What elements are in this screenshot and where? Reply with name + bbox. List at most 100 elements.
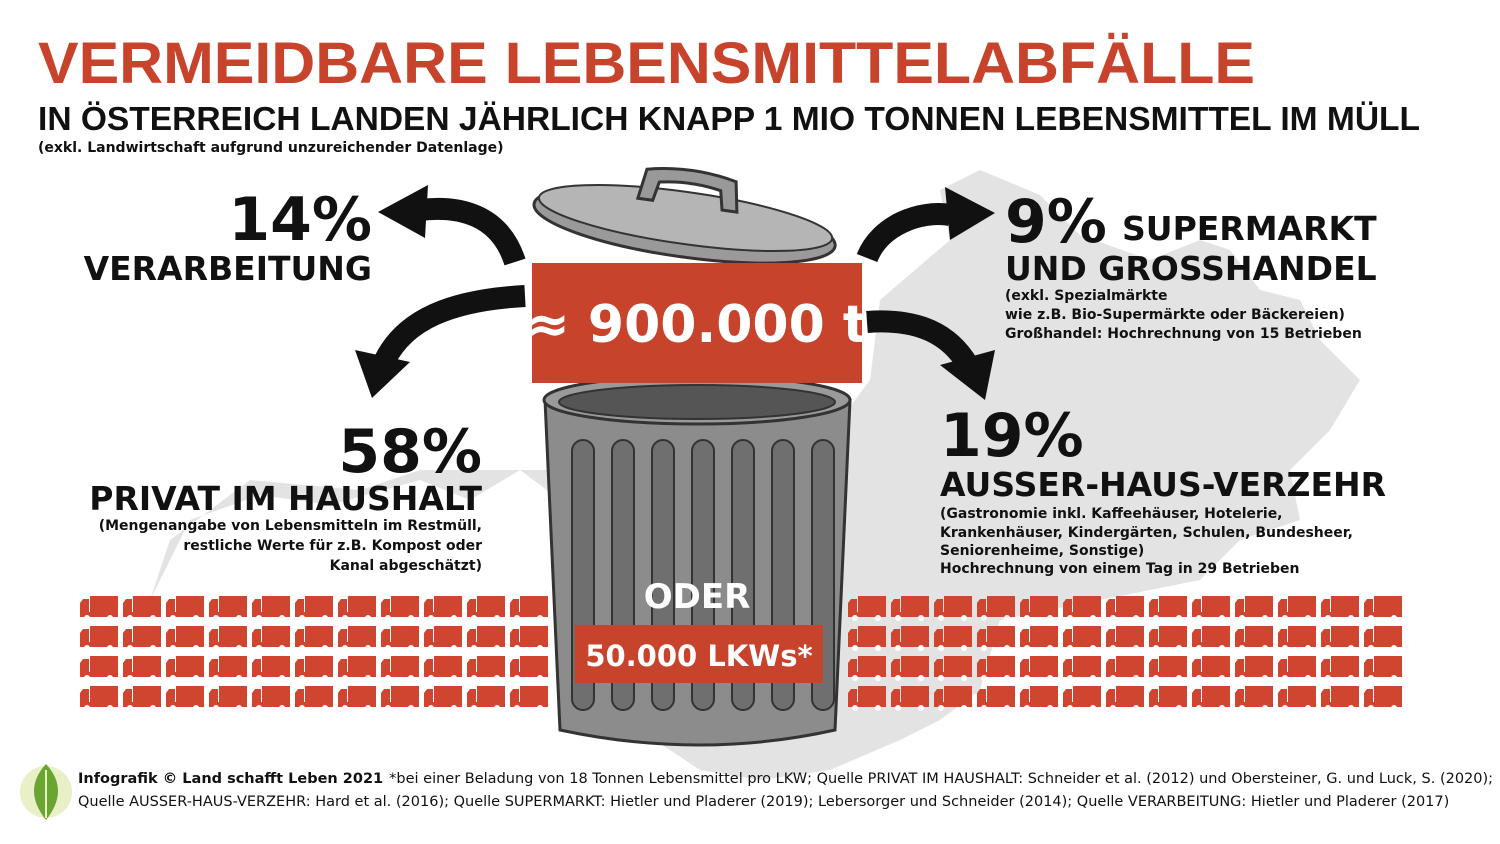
truck-icon xyxy=(295,656,333,681)
truck-base xyxy=(295,612,333,617)
truck-cab xyxy=(1321,659,1330,672)
truck-body xyxy=(348,626,376,642)
truck-cab xyxy=(123,689,132,702)
truck-icon xyxy=(1106,626,1144,651)
truck-cab xyxy=(1106,659,1115,672)
wheel xyxy=(1348,645,1354,651)
truck-cab xyxy=(1063,629,1072,642)
wheel xyxy=(981,705,987,711)
wheel xyxy=(1004,645,1010,651)
segment-note: Kanal abgeschätzt) xyxy=(330,558,482,574)
truck-body xyxy=(944,686,972,702)
truck-cab xyxy=(848,659,857,672)
truck-icon xyxy=(1063,686,1101,711)
wheel xyxy=(938,675,944,681)
truck-icon xyxy=(252,686,290,711)
truck-icon xyxy=(510,686,548,711)
truck-base xyxy=(1235,642,1273,647)
truck-cab xyxy=(1063,599,1072,612)
wheel xyxy=(365,615,371,621)
wheel xyxy=(981,615,987,621)
wheel xyxy=(1262,675,1268,681)
wheel xyxy=(1047,615,1053,621)
wheel xyxy=(213,615,219,621)
truck-cab xyxy=(338,659,347,672)
truck-base xyxy=(1321,702,1359,707)
truck-body xyxy=(305,626,333,642)
truck-body xyxy=(176,626,204,642)
truck-body xyxy=(477,686,505,702)
truck-icon xyxy=(934,596,972,621)
truck-body xyxy=(858,656,886,672)
truck-cab xyxy=(166,599,175,612)
truck-cab xyxy=(424,629,433,642)
truck-cab xyxy=(166,659,175,672)
truck-body xyxy=(219,686,247,702)
truck-base xyxy=(1149,702,1187,707)
truck-icon xyxy=(1192,596,1230,621)
wheel xyxy=(1391,705,1397,711)
wheel xyxy=(236,615,242,621)
wheel xyxy=(1391,615,1397,621)
wheel xyxy=(537,615,543,621)
wheel xyxy=(279,645,285,651)
wheel xyxy=(918,645,924,651)
truck-icon xyxy=(1192,686,1230,711)
wheel xyxy=(365,705,371,711)
wheel xyxy=(107,705,113,711)
segment-label: UND GROSSHANDEL xyxy=(1005,249,1377,288)
truck-icon xyxy=(891,596,929,621)
truck-base xyxy=(1020,702,1058,707)
truck-base xyxy=(80,642,118,647)
truck-icon xyxy=(424,686,462,711)
truck-base xyxy=(424,642,462,647)
truck-icon xyxy=(1321,656,1359,681)
truck-icon xyxy=(166,626,204,651)
truck-icon xyxy=(934,686,972,711)
wheel xyxy=(385,615,391,621)
truck-cab xyxy=(295,599,304,612)
truck-icon xyxy=(1149,656,1187,681)
truck-cab xyxy=(381,689,390,702)
wheel xyxy=(342,675,348,681)
truck-cab xyxy=(934,599,943,612)
truck-body xyxy=(1073,686,1101,702)
truck-icon xyxy=(252,596,290,621)
truck-body xyxy=(262,626,290,642)
truck-cab xyxy=(1106,689,1115,702)
truck-cab xyxy=(166,629,175,642)
truck-icon xyxy=(1020,626,1058,651)
truck-base xyxy=(1364,612,1402,617)
segment-note: Großhandel: Hochrechnung von 15 Betriebe… xyxy=(1005,326,1362,342)
wheel xyxy=(385,675,391,681)
truck-icon xyxy=(1020,596,1058,621)
percent: 19% xyxy=(940,401,1084,471)
truck-cab xyxy=(1278,629,1287,642)
wheel xyxy=(1153,645,1159,651)
truck-base xyxy=(467,672,505,677)
truck-body xyxy=(901,686,929,702)
truck-body xyxy=(1030,626,1058,642)
wheel xyxy=(981,675,987,681)
truck-body xyxy=(305,596,333,612)
truck-cab xyxy=(510,629,519,642)
wheel xyxy=(1368,675,1374,681)
truck-base xyxy=(166,702,204,707)
truck-cab xyxy=(467,599,476,612)
truck-base xyxy=(467,702,505,707)
truck-body xyxy=(858,686,886,702)
truck-icon xyxy=(80,626,118,651)
truck-cab xyxy=(977,629,986,642)
truck-icon xyxy=(424,656,462,681)
wheel xyxy=(1047,645,1053,651)
wheel xyxy=(322,705,328,711)
truck-body xyxy=(1245,596,1273,612)
segment-note: Hochrechnung von einem Tag in 29 Betrieb… xyxy=(940,561,1300,577)
wheel xyxy=(1133,675,1139,681)
truck-body xyxy=(133,656,161,672)
truck-body xyxy=(1073,596,1101,612)
truck-body xyxy=(1116,596,1144,612)
truck-icon xyxy=(80,656,118,681)
wheel xyxy=(1368,705,1374,711)
truck-body xyxy=(1374,596,1402,612)
